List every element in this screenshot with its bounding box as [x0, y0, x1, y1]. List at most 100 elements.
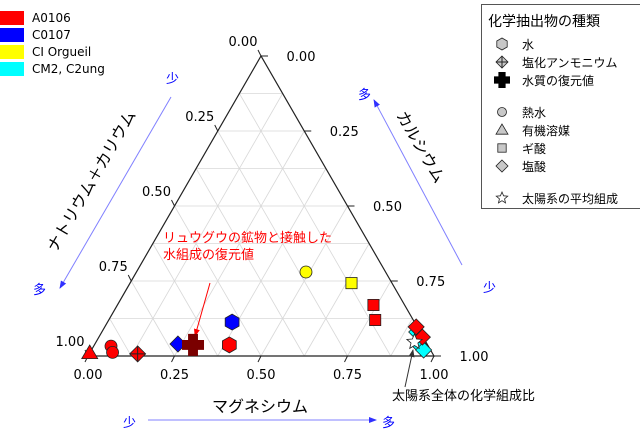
- diamond-cross-icon: [495, 55, 509, 69]
- calcium-direction-arrow: [373, 99, 463, 266]
- grid-line: [174, 205, 262, 357]
- tick: [171, 355, 175, 363]
- legend-gap: [482, 89, 640, 103]
- left-tick-label: 0.25: [185, 110, 214, 125]
- legend-item-star: 太陽系の平均組成: [482, 189, 640, 207]
- legend-label: C0107: [32, 27, 71, 42]
- legend-item-cm2: CM2, C2ung: [0, 60, 105, 77]
- star-icon: [495, 190, 509, 204]
- left-tick-label: 0.75: [99, 260, 128, 275]
- bottom-tick-label: 0.25: [160, 368, 189, 383]
- right-tick-label: 1.00: [460, 350, 489, 365]
- diamond-icon: [495, 159, 509, 173]
- annotation-line: 水組成の復元値: [163, 248, 255, 263]
- bottom-tick-label: 0.00: [74, 368, 103, 383]
- legend-item-square: ギ酸: [482, 139, 640, 157]
- legend-label: ギ酸: [522, 141, 547, 156]
- legend-item-diamond: 塩酸: [482, 157, 640, 175]
- grid-line: [303, 243, 370, 357]
- bottom-tick-label: 1.00: [420, 368, 449, 383]
- hexagon-icon-shape: [496, 37, 508, 51]
- data-point-hexagon: [222, 336, 237, 354]
- ryugu-arrow: [194, 282, 211, 337]
- legend-label: 太陽系の平均組成: [522, 191, 619, 206]
- bottom-tick-label: 0.75: [333, 368, 362, 383]
- legend-label: 水質の復元値: [522, 73, 595, 88]
- data-point-hexagon: [224, 313, 240, 331]
- data-point-circle: [299, 265, 313, 279]
- tick: [257, 49, 262, 57]
- legend-label: CM2, C2ung: [32, 61, 105, 76]
- legend-gap: [482, 175, 640, 189]
- data-point-square: [367, 298, 380, 311]
- marker-legend: 化学抽出物の種類 水塩化アンモニウム 水質の復元値 熱水有機溶媒ギ酸塩酸太陽系の平均…: [481, 4, 640, 209]
- legend-label: 水: [522, 37, 535, 52]
- legend-item-ci-orgueil: CI Orgueil: [0, 43, 105, 60]
- data-point-triangle: [81, 344, 99, 360]
- data-point-plus: [182, 333, 205, 356]
- grid-line: [217, 130, 348, 357]
- legend-label: A0106: [32, 10, 71, 25]
- legend-label: 塩酸: [522, 159, 547, 174]
- legend-label: 塩化アンモニウム: [522, 55, 618, 70]
- solar-annotation: 太陽系全体の化学組成比: [392, 389, 536, 404]
- triangle-icon-shape: [495, 123, 509, 135]
- left-tick-label: 0.50: [142, 185, 171, 200]
- legend-label: 有機溶媒: [522, 123, 571, 138]
- grid-line: [130, 93, 283, 357]
- legend-label: 熱水: [522, 105, 547, 120]
- grid-line: [152, 243, 219, 357]
- right-tick-label: 0.25: [330, 125, 359, 140]
- plus-icon: [494, 72, 510, 88]
- right-tick-label: 0.00: [287, 50, 316, 65]
- triangle-icon: [495, 123, 509, 135]
- grid-line: [109, 318, 132, 357]
- left-tick-label: 0.00: [229, 35, 258, 50]
- legend-item-c0107: C0107: [0, 26, 105, 43]
- hexagon-icon: [496, 37, 508, 51]
- legend-item-hexagon: 水: [482, 35, 640, 53]
- legend-item-diamond-cross: 塩化アンモニウム: [482, 53, 640, 71]
- annotation-line: リュウグウの鉱物と接触した: [163, 231, 333, 246]
- legend-item-a0106: A0106: [0, 9, 105, 26]
- legend-item-plus: 水質の復元値: [482, 71, 640, 89]
- sample-legend: A0106 C0107 CI Orgueil CM2, C2ung: [0, 9, 105, 77]
- legend-item-triangle: 有機溶媒: [482, 121, 640, 139]
- tick: [344, 355, 348, 363]
- square-icon: [497, 143, 507, 153]
- swatch: [0, 10, 24, 25]
- circle-icon-shape: [497, 107, 507, 117]
- data-point-square: [345, 277, 358, 290]
- tick: [430, 355, 435, 363]
- swatch: [0, 61, 24, 76]
- legend-label: CI Orgueil: [32, 44, 92, 59]
- grid-line: [195, 168, 305, 357]
- grid-line: [239, 93, 392, 357]
- left-tick-label: 1.00: [56, 335, 85, 350]
- solar-arrow: [404, 349, 415, 388]
- legend-title: 化学抽出物の種類: [488, 14, 600, 30]
- data-point-star: [405, 332, 424, 350]
- swatch: [0, 27, 24, 42]
- grid-line: [390, 318, 413, 357]
- square-icon-shape: [497, 143, 507, 153]
- sodium-direction-arrow: [59, 96, 172, 289]
- legend-item-circle: 熱水: [482, 103, 640, 121]
- star-icon-shape: [495, 190, 509, 204]
- right-tick-label: 0.50: [373, 200, 402, 215]
- right-high-label: 多: [358, 88, 372, 103]
- tick: [171, 199, 175, 207]
- ryugu-annotation: リュウグウの鉱物と接触した 水組成の復元値: [163, 230, 332, 264]
- bottom-high-label: 多: [382, 416, 396, 431]
- data-point-circle: [106, 345, 119, 359]
- swatch: [0, 44, 24, 59]
- diamond-icon-shape: [495, 159, 509, 173]
- left-high-label: 多: [33, 283, 47, 298]
- right-tick-label: 0.75: [416, 275, 445, 290]
- tick: [127, 274, 132, 282]
- tick: [257, 355, 262, 363]
- bottom-tick-label: 0.50: [247, 368, 276, 383]
- circle-icon: [497, 107, 507, 117]
